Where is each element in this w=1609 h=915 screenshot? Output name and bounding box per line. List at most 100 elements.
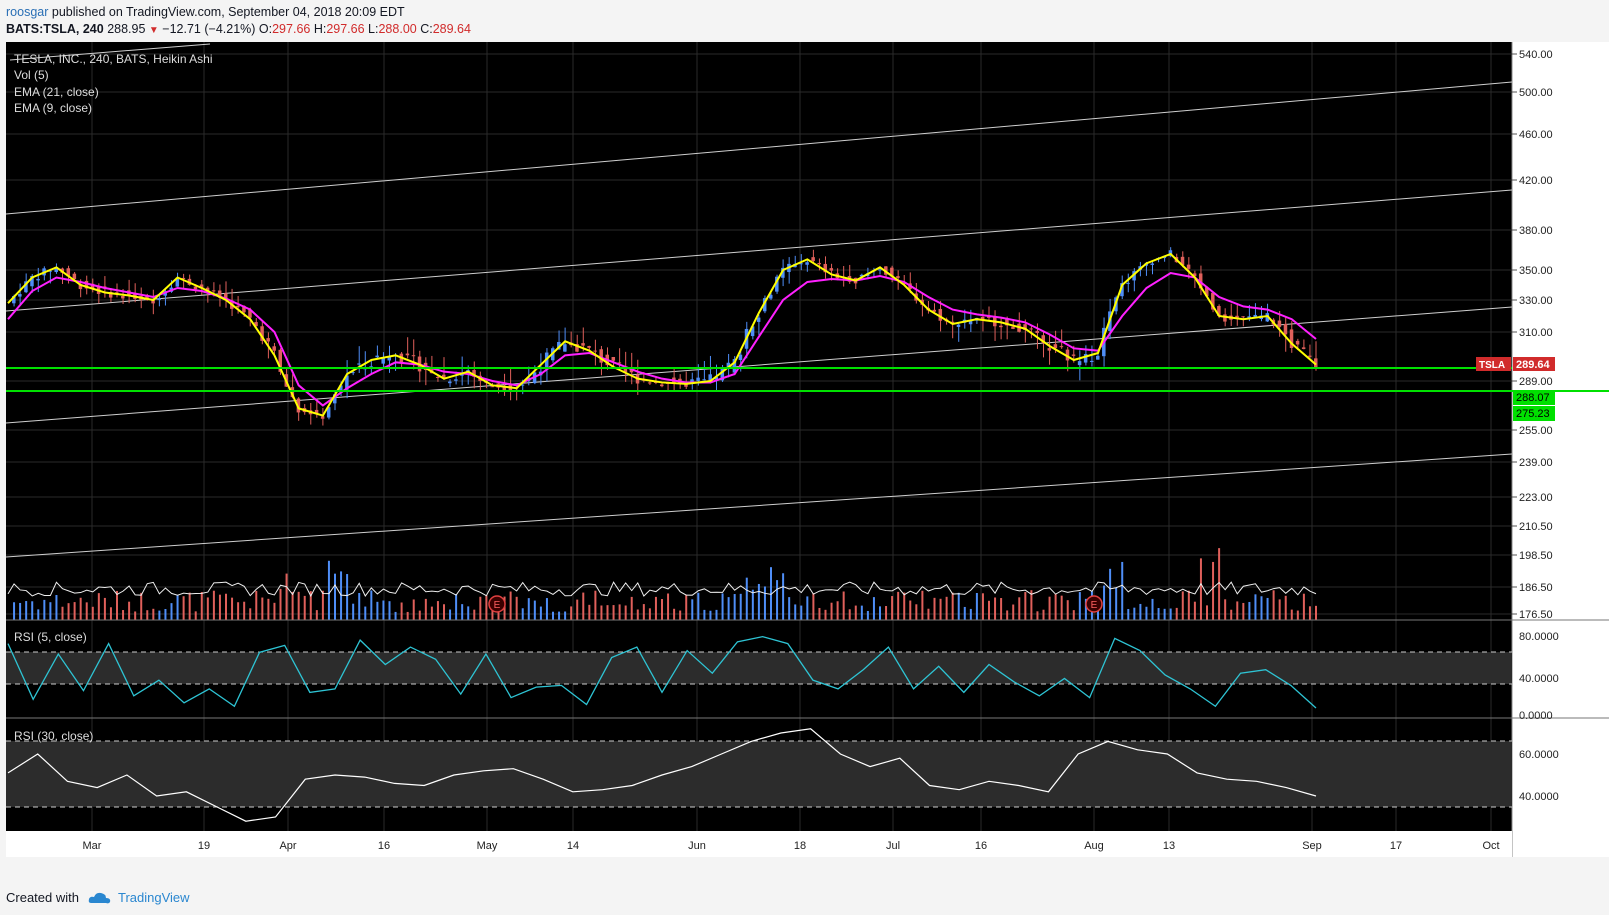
candle-body — [381, 357, 385, 364]
candle-body — [490, 386, 494, 388]
legend-rsi5[interactable]: RSI (5, close) — [14, 630, 87, 644]
tradingview-link[interactable]: TradingView — [118, 890, 190, 905]
candle-body — [54, 266, 58, 273]
legend-rsi30[interactable]: RSI (30, close) — [14, 729, 93, 743]
candle-body — [1005, 319, 1009, 326]
legend-ema21[interactable]: EMA (21, close) — [14, 85, 99, 99]
candle-body — [593, 350, 597, 352]
candle-body — [805, 262, 809, 265]
legend-ema9[interactable]: EMA (9, close) — [14, 101, 92, 115]
price-axis-panel[interactable] — [1512, 42, 1609, 857]
tradingview-cloud-icon — [88, 892, 111, 904]
candle-body — [890, 267, 894, 277]
trend-line — [5, 81, 1513, 215]
candle-body — [599, 349, 603, 363]
candle-body — [502, 385, 507, 391]
green-tag-bg — [1513, 406, 1555, 421]
rsi30-axis-label: 40.0000 — [1519, 791, 1559, 803]
earnings-label: E — [494, 600, 501, 611]
candle-body — [726, 362, 731, 368]
time-axis-label: 17 — [1390, 840, 1402, 852]
candle-body — [1023, 324, 1027, 331]
candle-body — [254, 322, 258, 327]
time-axis-label: 14 — [567, 840, 579, 852]
candle-body — [702, 379, 706, 381]
time-axis-label: Oct — [1482, 840, 1499, 852]
candle-body — [738, 354, 743, 360]
candle-body — [18, 294, 22, 297]
time-axis-panel[interactable] — [6, 831, 1512, 857]
green-tag-2: 275.23 — [1516, 408, 1550, 420]
trend-line — [5, 453, 1513, 558]
candle-body — [1289, 329, 1294, 349]
candle-body — [1077, 361, 1082, 366]
time-axis-label: Aug — [1084, 840, 1104, 852]
candle-body — [817, 262, 821, 265]
candle-body — [938, 308, 943, 321]
published-text: published on TradingView.com, September … — [51, 5, 405, 19]
candle-body — [956, 324, 961, 327]
candle-body — [690, 379, 694, 383]
price-tick-label: 420.00 — [1519, 175, 1553, 187]
rsi-panels — [6, 619, 1609, 822]
candle-body — [811, 257, 815, 262]
legend-main[interactable]: TESLA, INC., 240, BATS, Heikin Ashi — [14, 52, 213, 66]
ema9-line — [7, 252, 1317, 417]
candle-body — [278, 349, 282, 372]
candle-body — [272, 346, 276, 351]
rsi30-axis-label: 60.0000 — [1519, 749, 1559, 761]
rsi5-band — [6, 652, 1512, 684]
candle-body — [520, 384, 525, 386]
candle-body — [472, 370, 476, 377]
last-price-tag: 289.64 — [1516, 359, 1551, 371]
username-link[interactable]: roosgar — [6, 5, 49, 19]
open-label: O: — [258, 22, 273, 36]
candle-body — [1277, 320, 1282, 327]
candle-body — [387, 356, 391, 361]
close-label: C: — [420, 22, 433, 36]
rsi5-axis-label: 80.0000 — [1519, 631, 1559, 643]
price-tick-label: 255.00 — [1519, 425, 1553, 437]
candle-body — [775, 276, 779, 292]
candle-body — [1120, 283, 1124, 297]
candle-body — [320, 416, 325, 419]
rsi30-band — [6, 741, 1512, 807]
candle-body — [1186, 264, 1191, 269]
time-axis-label: May — [477, 840, 498, 852]
candle-body — [1235, 315, 1239, 318]
candle-body — [696, 377, 700, 381]
candle-body — [829, 268, 834, 271]
candle-body — [151, 299, 155, 304]
header: roosgar published on TradingView.com, Se… — [0, 0, 1609, 42]
candle-body — [333, 394, 337, 404]
candle-body — [326, 407, 331, 418]
open-value: 297.66 — [272, 22, 311, 36]
candle-body — [66, 268, 71, 277]
candle-body — [878, 269, 882, 271]
candle-body — [581, 343, 585, 346]
candle-body — [756, 317, 761, 322]
candle-body — [211, 290, 216, 292]
footer-text: Created with — [6, 890, 79, 905]
price-tick-label: 310.00 — [1519, 327, 1553, 339]
candle-body — [357, 363, 361, 365]
price-tick-label: 330.00 — [1519, 295, 1553, 307]
candle-body — [181, 277, 186, 279]
candle-body — [405, 353, 410, 356]
candle-body — [339, 385, 343, 393]
candle-body — [108, 292, 113, 298]
green-tag-1: 288.07 — [1516, 392, 1550, 404]
symbol-info: BATS:TSLA, 240 288.95 ▼ −12.71 (−4.21%) … — [6, 22, 471, 36]
price-tick-label: 210.50 — [1519, 521, 1553, 533]
legend-vol[interactable]: Vol (5) — [14, 68, 49, 82]
price-tick-label: 289.00 — [1519, 376, 1553, 388]
candle-body — [896, 276, 900, 279]
candle-body — [1053, 344, 1058, 349]
time-axis-label: Apr — [279, 840, 296, 852]
candle-body — [823, 263, 827, 273]
axis-labels: 540.00 500.00 460.00 420.00 380.00 350.00 330.… — [83, 49, 1559, 852]
candle-body — [647, 382, 652, 384]
trend-line — [5, 189, 1513, 312]
